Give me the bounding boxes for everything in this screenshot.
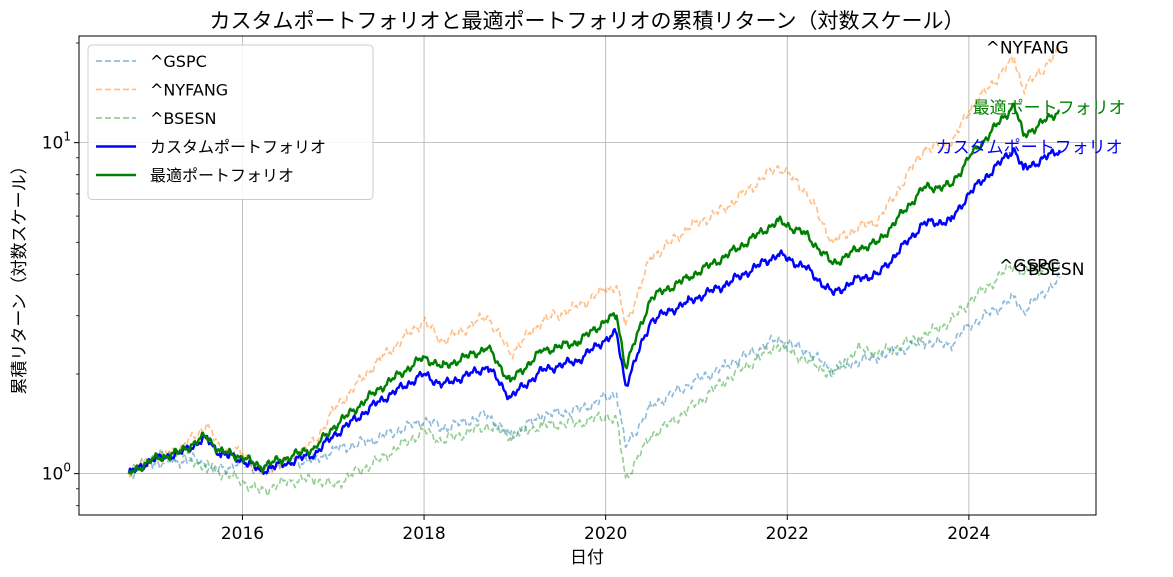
x-axis-label: 日付 [570, 548, 604, 568]
x-tick-label: 2016 [221, 524, 264, 544]
chart-title: カスタムポートフォリオと最適ポートフォリオの累積リターン（対数スケール） [210, 9, 965, 33]
y-axis-label: 累積リターン（対数スケール） [10, 157, 30, 394]
x-tick-label: 2020 [584, 524, 627, 544]
series-line-4 [127, 102, 1060, 475]
y-tick-label: 101 [42, 130, 71, 154]
series-line-3 [127, 147, 1061, 475]
x-tick-label: 2018 [402, 524, 445, 544]
series-layer [127, 45, 1061, 498]
annotation-label: 最適ポートフォリオ [973, 99, 1126, 119]
legend-box [87, 44, 374, 200]
series-line-2 [128, 258, 1061, 498]
annotation-label: カスタムポートフォリオ [936, 138, 1123, 158]
legend-label: 最適ポートフォリオ [150, 166, 294, 185]
annotation-label: ^BSESN [1014, 260, 1085, 280]
annotation-label: ^NYFANG [986, 38, 1069, 58]
y-tick-label: 100 [42, 461, 71, 485]
x-tick-label: 2024 [947, 524, 990, 544]
legend-label: ^BSESN [150, 109, 217, 128]
annotation-label: ^GSPC [999, 257, 1059, 277]
legend-label: ^GSPC [150, 52, 207, 71]
plot-area-frame [78, 35, 1097, 516]
tick-layer: 2016 2018 2020 2022 2024 100 101 [42, 42, 991, 544]
x-tick-label: 2022 [766, 524, 809, 544]
legend-label: カスタムポートフォリオ [150, 138, 326, 157]
legend-label: ^NYFANG [150, 81, 228, 100]
